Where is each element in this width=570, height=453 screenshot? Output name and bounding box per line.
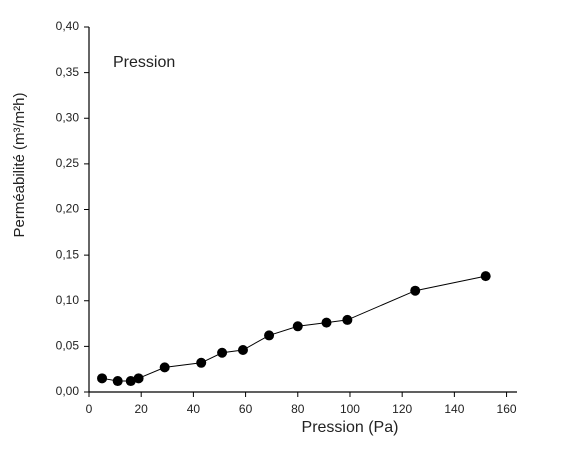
x-tick-label: 20	[135, 402, 149, 416]
x-tick-label: 80	[291, 402, 305, 416]
y-tick-label: 0,25	[56, 156, 80, 170]
data-point	[410, 285, 421, 296]
x-tick-label: 140	[444, 402, 464, 416]
x-tick-label: 160	[497, 402, 517, 416]
data-point	[480, 271, 491, 282]
y-tick-label: 0,10	[56, 293, 80, 307]
annotation: Pression	[113, 54, 175, 71]
y-tick-label: 0,30	[56, 110, 80, 124]
data-point	[112, 376, 123, 387]
data-point	[133, 373, 144, 384]
data-point	[292, 321, 303, 332]
data-point	[342, 314, 353, 325]
x-tick-label: 60	[239, 402, 253, 416]
x-tick-label: 120	[392, 402, 412, 416]
data-point	[97, 373, 108, 384]
data-point	[125, 376, 136, 387]
data-point	[217, 347, 228, 358]
y-tick-label: 0,40	[56, 19, 80, 33]
data-point	[159, 362, 170, 373]
data-point	[264, 330, 275, 341]
x-axis-label: Pression (Pa)	[302, 419, 399, 436]
data-point	[321, 317, 332, 328]
y-tick-label: 0,20	[56, 202, 80, 216]
y-tick-label: 0,00	[56, 384, 80, 398]
y-tick-label: 0,15	[56, 247, 80, 261]
x-tick-label: 40	[187, 402, 201, 416]
data-point	[237, 345, 248, 356]
y-axis-label: Perméabilité (m³/m²h)	[11, 92, 28, 237]
y-tick-label: 0,35	[56, 65, 80, 79]
data-point	[196, 357, 207, 368]
x-tick-label: 100	[340, 402, 360, 416]
y-tick-label: 0,05	[56, 339, 80, 353]
x-tick-label: 0	[86, 402, 93, 416]
